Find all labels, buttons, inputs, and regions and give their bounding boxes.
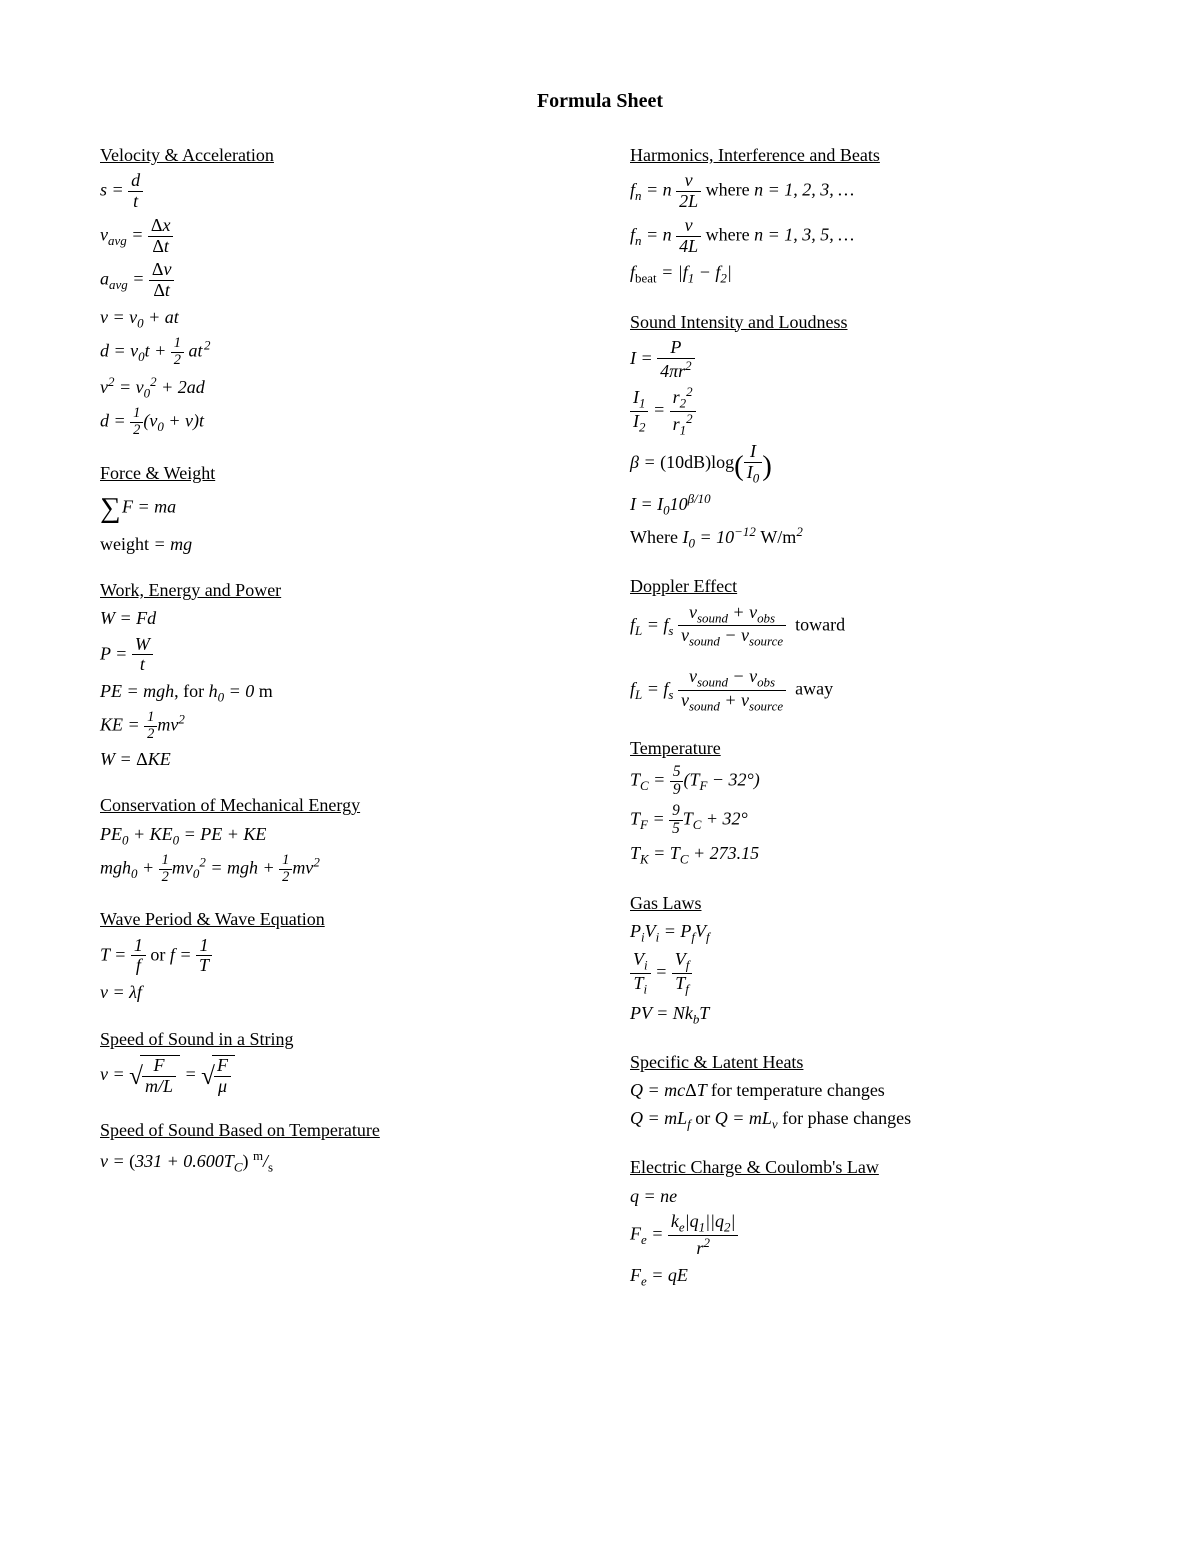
section-coulomb: Electric Charge & Coulomb's Law q = ne F… xyxy=(630,1155,1100,1289)
formula: s = dt xyxy=(100,171,570,212)
formula: v2 = v02 + 2ad xyxy=(100,373,570,402)
section-title: Sound Intensity and Loudness xyxy=(630,310,1100,334)
formula: ∑ F = ma xyxy=(100,489,570,528)
section-temperature: Temperature TC = 59(TF − 32°) TF = 95TC … xyxy=(630,736,1100,869)
section-conservation: Conservation of Mechanical Energy PE0 + … xyxy=(100,793,570,885)
formula: I = P4πr2 xyxy=(630,338,1100,382)
formula: weight = mg xyxy=(100,532,570,556)
formula: Q = mLf or Q = mLv for phase changes xyxy=(630,1106,1100,1133)
section-intensity: Sound Intensity and Loudness I = P4πr2 I… xyxy=(630,310,1100,553)
section-title: Specific & Latent Heats xyxy=(630,1050,1100,1074)
formula: PE0 + KE0 = PE + KE xyxy=(100,822,570,849)
section-title: Work, Energy and Power xyxy=(100,578,570,602)
formula: β = (10dB)log(II0) xyxy=(630,442,1100,486)
page-title: Formula Sheet xyxy=(100,90,1100,113)
section-title: Temperature xyxy=(630,736,1100,760)
section-title: Velocity & Acceleration xyxy=(100,143,570,167)
formula: q = ne xyxy=(630,1184,1100,1208)
section-title: Force & Weight xyxy=(100,461,570,485)
formula: I1I2 = r22r12 xyxy=(630,385,1100,438)
section-title: Speed of Sound in a String xyxy=(100,1027,570,1051)
formula: KE = 12mv2 xyxy=(100,710,570,743)
formula: PiVi = PfVf xyxy=(630,919,1100,946)
formula: v = v0 + at xyxy=(100,305,570,332)
formula: TF = 95TC + 32° xyxy=(630,803,1100,838)
section-harmonics: Harmonics, Interference and Beats fn = n… xyxy=(630,143,1100,288)
formula: TK = TC + 273.15 xyxy=(630,841,1100,868)
section-sound-temp: Speed of Sound Based on Temperature v = … xyxy=(100,1118,570,1175)
formula: aavg = ΔvΔt xyxy=(100,260,570,301)
section-gas: Gas Laws PiVi = PfVf ViTi = VfTf PV = Nk… xyxy=(630,891,1100,1028)
columns: Velocity & Acceleration s = dt vavg = Δx… xyxy=(100,143,1100,1312)
formula: v = (331 + 0.600TC) m/s xyxy=(100,1147,570,1176)
formula: I = I010β/10 xyxy=(630,490,1100,519)
formula: T = 1f or f = 1T xyxy=(100,936,570,977)
page: Formula Sheet Velocity & Acceleration s … xyxy=(0,0,1200,1372)
section-wave: Wave Period & Wave Equation T = 1f or f … xyxy=(100,907,570,1004)
formula: d = 12(v0 + v)t xyxy=(100,406,570,439)
section-velocity: Velocity & Acceleration s = dt vavg = Δx… xyxy=(100,143,570,439)
section-title: Wave Period & Wave Equation xyxy=(100,907,570,931)
formula: vavg = ΔxΔt xyxy=(100,216,570,257)
section-title: Harmonics, Interference and Beats xyxy=(630,143,1100,167)
section-title: Electric Charge & Coulomb's Law xyxy=(630,1155,1100,1179)
formula: W = Fd xyxy=(100,606,570,630)
formula: v = √Fm/L = √Fμ xyxy=(100,1055,570,1097)
section-title: Gas Laws xyxy=(630,891,1100,915)
formula: mgh0 + 12mv02 = mgh + 12mv2 xyxy=(100,853,570,886)
right-column: Harmonics, Interference and Beats fn = n… xyxy=(630,143,1100,1312)
formula: fL = fs vsound − vobsvsound + vsource aw… xyxy=(630,667,1100,714)
formula: Q = mcΔT for temperature changes xyxy=(630,1078,1100,1102)
section-title: Speed of Sound Based on Temperature xyxy=(100,1118,570,1142)
formula: fL = fs vsound + vobsvsound − vsource to… xyxy=(630,603,1100,650)
section-doppler: Doppler Effect fL = fs vsound + vobsvsou… xyxy=(630,574,1100,714)
formula: Where I0 = 10−12 W/m2 xyxy=(630,523,1100,552)
section-string: Speed of Sound in a String v = √Fm/L = √… xyxy=(100,1027,570,1097)
formula: fbeat = |f1 − f2| xyxy=(630,260,1100,287)
formula: ViTi = VfTf xyxy=(630,950,1100,997)
formula: d = v0t + 12 at 2 xyxy=(100,336,570,369)
formula: P = Wt xyxy=(100,635,570,676)
formula: W = ΔKE xyxy=(100,747,570,771)
section-force: Force & Weight ∑ F = ma weight = mg xyxy=(100,461,570,556)
formula: v = λf xyxy=(100,980,570,1004)
formula: TC = 59(TF − 32°) xyxy=(630,764,1100,799)
left-column: Velocity & Acceleration s = dt vavg = Δx… xyxy=(100,143,570,1312)
formula: Fe = qE xyxy=(630,1263,1100,1290)
formula: fn = n v2L where n = 1, 2, 3, … xyxy=(630,171,1100,212)
formula: fn = n v4L where n = 1, 3, 5, … xyxy=(630,216,1100,257)
section-title: Conservation of Mechanical Energy xyxy=(100,793,570,817)
section-work: Work, Energy and Power W = Fd P = Wt PE … xyxy=(100,578,570,771)
formula: PV = NkbT xyxy=(630,1001,1100,1028)
section-title: Doppler Effect xyxy=(630,574,1100,598)
formula: Fe = ke|q1||q2|r2 xyxy=(630,1212,1100,1259)
formula: PE = mgh, for h0 = 0 m xyxy=(100,679,570,706)
section-heats: Specific & Latent Heats Q = mcΔT for tem… xyxy=(630,1050,1100,1134)
